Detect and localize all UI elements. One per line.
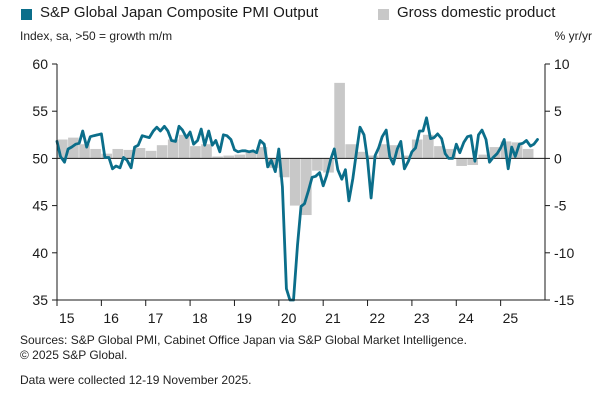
- pmi-line: [55, 116, 539, 302]
- x-tick-label: 23: [414, 310, 430, 326]
- gdp-legend-swatch: [378, 9, 389, 20]
- left-tick-label: 60: [32, 56, 48, 72]
- gdp-bar: [367, 155, 379, 159]
- gdp-bar: [112, 148, 124, 159]
- gdp-bar: [278, 158, 290, 178]
- gdp-bar: [345, 144, 357, 159]
- right-tick-label: 5: [554, 103, 562, 119]
- left-tick-label: 45: [32, 198, 48, 214]
- x-tick-label: 25: [503, 310, 519, 326]
- x-tick-label: 21: [325, 310, 341, 326]
- left-tick-label: 50: [32, 150, 48, 166]
- gdp-bar: [467, 158, 479, 166]
- data-collected-note: Data were collected 12-19 November 2025.: [20, 373, 252, 387]
- pmi-legend-swatch: [21, 9, 32, 20]
- gdp-bar: [212, 156, 223, 159]
- x-tick-label: 19: [236, 310, 252, 326]
- x-tick-label: 24: [458, 310, 474, 326]
- x-tick-label: 22: [370, 310, 386, 326]
- gdp-bar: [179, 134, 190, 159]
- right-tick-label: -5: [554, 198, 567, 214]
- gdp-bar: [411, 139, 423, 159]
- gdp-bar: [301, 158, 312, 216]
- gdp-bar: [423, 134, 434, 159]
- gdp-bar: [256, 147, 268, 159]
- gdp-bar: [156, 145, 168, 159]
- gdp-bar: [190, 146, 201, 159]
- gdp-bar: [101, 153, 113, 159]
- gdp-bar: [167, 139, 179, 159]
- right-tick-label: 0: [554, 150, 562, 166]
- gdp-bar: [378, 144, 390, 159]
- left-tick-label: 40: [32, 245, 48, 261]
- gdp-bar: [522, 148, 534, 159]
- gdp-bar: [201, 144, 212, 159]
- sources-line-1: Sources: S&P Global PMI, Cabinet Office …: [20, 333, 467, 347]
- gdp-bar: [245, 151, 257, 159]
- gdp-bar: [123, 149, 135, 159]
- x-tick-label: 20: [281, 310, 297, 326]
- gdp-bar: [456, 158, 467, 166]
- gdp-bar: [145, 150, 157, 159]
- gdp-bar: [134, 148, 146, 159]
- gdp-bar: [400, 155, 412, 159]
- pmi-legend-label: S&P Global Japan Composite PMI Output: [40, 4, 319, 21]
- gdp-bar: [478, 154, 490, 159]
- left-axis-note: Index, sa, >50 = growth m/m: [20, 29, 173, 43]
- right-tick-label: -10: [554, 245, 574, 261]
- right-axis-note: % yr/yr: [554, 29, 592, 43]
- gdp-bar: [445, 148, 456, 159]
- gdp-bar: [434, 146, 445, 159]
- gdp-bar: [68, 137, 79, 159]
- gdp-bar: [356, 151, 368, 159]
- left-tick-label: 55: [32, 103, 48, 119]
- gdp-bar: [57, 139, 68, 159]
- gdp-legend-label: Gross domestic product: [397, 4, 556, 21]
- x-tick-label: 16: [103, 310, 119, 326]
- chart-axes: 35 40 45 50 55 60 -15 -10 -5 0 5 10 15 16 17 18 19 20 21 22…: [32, 56, 574, 326]
- right-tick-label: 10: [554, 56, 570, 72]
- x-tick-label: 17: [148, 310, 164, 326]
- gdp-bar: [489, 147, 501, 159]
- gdp-bar: [223, 155, 235, 159]
- right-tick-label: -15: [554, 292, 574, 308]
- gdp-bar: [90, 148, 101, 159]
- x-tick-label: 15: [59, 310, 75, 326]
- gdp-bar: [389, 145, 401, 159]
- gdp-bar: [334, 82, 345, 159]
- gdp-bar: [79, 144, 90, 159]
- gdp-bar: [312, 158, 323, 171]
- left-tick-label: 35: [32, 292, 48, 308]
- sources-line-2: © 2025 S&P Global.: [20, 348, 128, 362]
- gdp-bar: [289, 158, 301, 206]
- gdp-bar: [234, 154, 246, 159]
- x-tick-label: 18: [192, 310, 208, 326]
